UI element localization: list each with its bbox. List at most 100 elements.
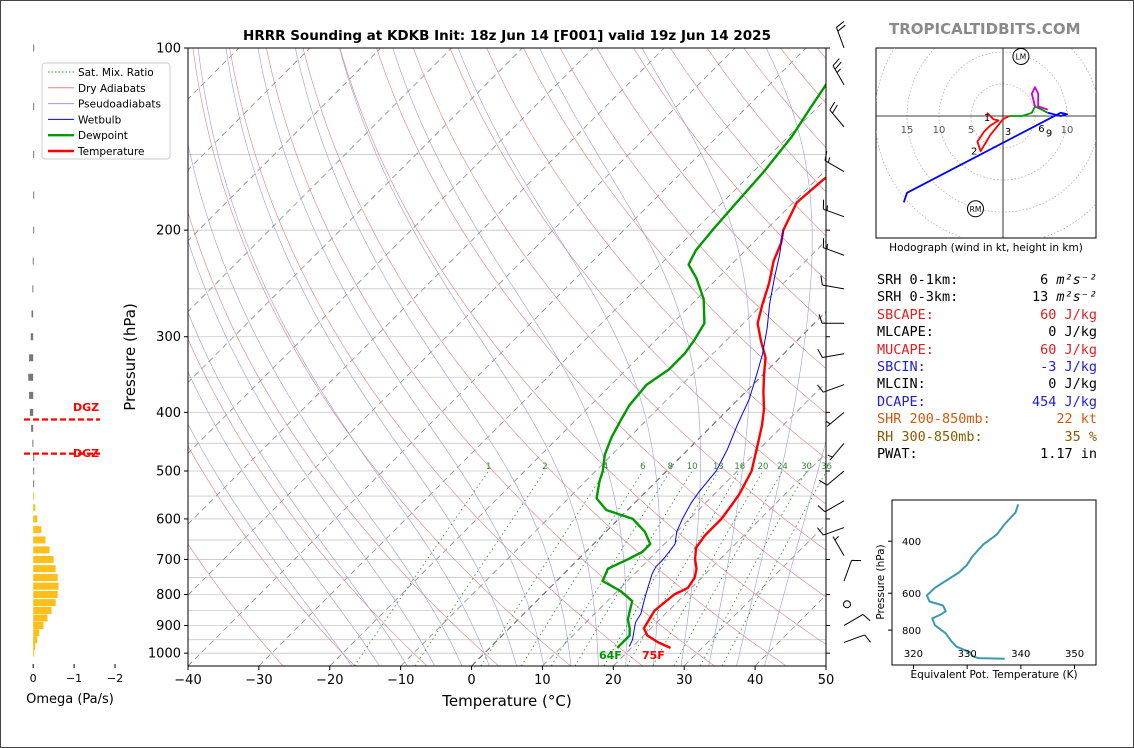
wind-barb bbox=[824, 151, 845, 172]
dry-adiabat bbox=[266, 48, 715, 666]
pseudoadiabat bbox=[641, 48, 751, 666]
param-value: 0 J/kg bbox=[1048, 376, 1097, 393]
x-tick-label: −40 bbox=[174, 673, 201, 688]
barb-staff bbox=[829, 442, 845, 461]
hodograph-trace bbox=[1009, 105, 1049, 117]
mixing-ratio-line bbox=[626, 470, 741, 666]
theta-e-x-tick-label: 340 bbox=[1011, 649, 1030, 660]
storm-motion-marker bbox=[966, 200, 984, 218]
barb-half-flag bbox=[836, 68, 841, 73]
omega-bar bbox=[33, 629, 40, 637]
pseudoadiabats bbox=[188, 48, 826, 666]
dry-adiabat bbox=[339, 48, 826, 645]
barb-staff bbox=[823, 527, 845, 536]
omega-bar bbox=[32, 285, 34, 293]
y-tick-label: 500 bbox=[156, 465, 181, 480]
param-label: SRH 0-3km: bbox=[877, 289, 959, 306]
barb-staff bbox=[824, 500, 845, 513]
mixing-ratio-label: 2 bbox=[542, 462, 547, 472]
mixing-ratio-line bbox=[550, 470, 671, 666]
hodograph-ring-label: 15 bbox=[901, 125, 914, 136]
skewt-ylabel: Pressure (hPa) bbox=[121, 303, 139, 411]
pseudoadiabat bbox=[764, 439, 826, 666]
param-label: MLCIN: bbox=[877, 376, 926, 393]
mixing-ratio-label: 10 bbox=[687, 462, 698, 472]
omega-bar bbox=[33, 191, 35, 199]
omega-bar bbox=[33, 515, 38, 523]
storm-motion-label: RM bbox=[970, 205, 982, 214]
omega-bar bbox=[33, 504, 36, 512]
legend: Sat. Mix. Ratio Dry Adiabats Pseudoadiabat… bbox=[41, 62, 171, 160]
theta-e-panel: 320 330 340 350 400 600 800 bbox=[888, 499, 1097, 669]
barb-flag bbox=[824, 151, 828, 161]
barb-flag bbox=[817, 527, 824, 536]
dry-adiabat bbox=[559, 48, 826, 369]
mixing-ratio-line bbox=[603, 470, 719, 666]
wind-barb bbox=[818, 470, 845, 486]
theta-e-ylabel: Pressure (hPa) bbox=[875, 544, 887, 619]
skewt-title: HRRR Sounding at KDKB Init: 18z Jun 14 [… bbox=[243, 28, 771, 44]
theta-e-y-tick-label: 600 bbox=[902, 589, 921, 600]
barb-staff bbox=[836, 27, 845, 49]
omega-bar bbox=[33, 636, 38, 644]
param-unit: m²s⁻² bbox=[1048, 289, 1097, 306]
barb-staff bbox=[824, 160, 845, 172]
barb-staff bbox=[822, 284, 845, 290]
param-row-sbcin: SBCIN: -3 J/kg bbox=[877, 359, 1097, 376]
mixing-ratio-label: 30 bbox=[801, 462, 812, 472]
mixing-ratio-line bbox=[699, 470, 807, 666]
pseudoadiabat bbox=[392, 48, 627, 666]
dry-adiabat bbox=[412, 48, 826, 551]
barb-flag bbox=[818, 314, 823, 324]
barb-flag bbox=[832, 58, 840, 67]
mixing-ratio-line bbox=[574, 470, 693, 666]
wind-barb bbox=[829, 101, 845, 128]
omega-bar bbox=[33, 536, 46, 544]
barb-flag bbox=[837, 24, 846, 32]
y-tick-label: 400 bbox=[156, 406, 181, 421]
barb-half-flag bbox=[827, 157, 831, 163]
param-row-sbcape: SBCAPE: 60 J/kg bbox=[877, 307, 1097, 324]
param-value: 6 bbox=[1040, 272, 1049, 288]
barb-staff bbox=[823, 384, 845, 393]
mixing-ratio-label: 36 bbox=[821, 462, 832, 472]
pseudoadiabat bbox=[539, 48, 701, 666]
wind-barb bbox=[817, 527, 845, 536]
pseudoadiabat bbox=[188, 371, 380, 666]
wind-barb bbox=[822, 199, 845, 218]
hodograph: 15 10 5 10 1 2 3 6 9 LM RM bbox=[875, 47, 1097, 239]
theta-e-y-tick-label: 800 bbox=[902, 626, 921, 637]
param-label: MUCAPE: bbox=[877, 341, 934, 358]
mixing-ratio-label: 13 bbox=[713, 462, 724, 472]
dry-adiabat bbox=[523, 48, 826, 414]
wind-barb bbox=[818, 314, 844, 324]
x-tick-label: −20 bbox=[316, 673, 343, 688]
mixing-ratio-line bbox=[652, 470, 764, 666]
omega-bar bbox=[33, 467, 35, 475]
barb-staff bbox=[832, 536, 845, 556]
isotherm-line bbox=[613, 452, 826, 666]
omega-bar bbox=[32, 257, 34, 265]
param-label: SRH 0-1km: bbox=[877, 272, 959, 288]
omega-bar bbox=[30, 333, 34, 341]
dry-adiabat bbox=[302, 48, 787, 666]
legend-label: Dewpoint bbox=[78, 130, 128, 142]
isotherms bbox=[188, 48, 826, 666]
mixing-ratio-line bbox=[673, 470, 783, 666]
param-value: 0 J/kg bbox=[1048, 324, 1097, 341]
x-tick-label: 10 bbox=[534, 673, 551, 688]
omega-bar bbox=[33, 621, 44, 629]
pseudoadiabat bbox=[188, 311, 408, 666]
dry-adiabat bbox=[188, 445, 356, 666]
param-row-mlcape: MLCAPE: 0 J/kg bbox=[877, 324, 1097, 341]
mixing-ratio-label: 4 bbox=[603, 462, 608, 472]
omega-bar bbox=[33, 614, 48, 622]
param-label: RH 300-850mb: bbox=[877, 428, 983, 445]
x-tick-label: 30 bbox=[676, 673, 693, 688]
omega-tick-label: −2 bbox=[107, 672, 123, 685]
barb-flag bbox=[818, 479, 828, 486]
sounding-traces bbox=[595, 82, 826, 649]
dry-adiabat bbox=[188, 338, 428, 666]
omega-bar bbox=[31, 310, 34, 318]
storm-motion-marker bbox=[1012, 48, 1030, 65]
